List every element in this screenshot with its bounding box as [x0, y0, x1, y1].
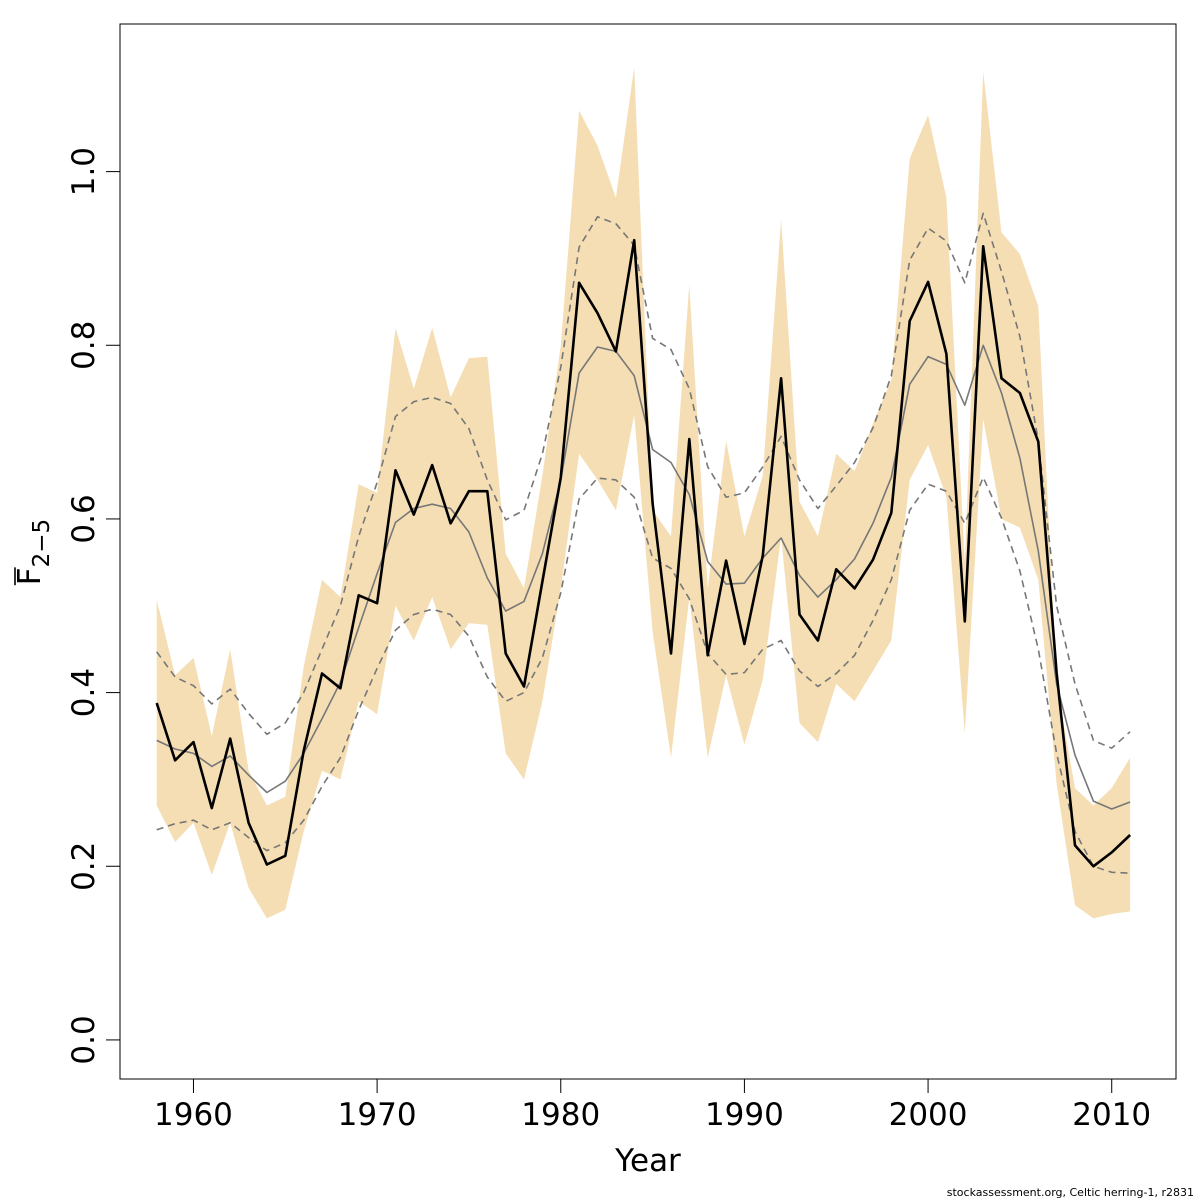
x-tick-label: 1990	[705, 1097, 784, 1133]
y-tick-label: 0.0	[66, 1015, 102, 1064]
y-tick-label: 0.2	[66, 842, 102, 891]
x-tick-label: 1960	[154, 1097, 233, 1133]
x-axis: 1960 1970 1980 1990 2000 2010	[154, 1078, 1151, 1133]
retrospective-line	[156, 344, 1131, 810]
confidence-band-area	[156, 67, 1131, 919]
y-tick-label: 0.8	[66, 321, 102, 370]
x-tick-label: 2010	[1072, 1097, 1151, 1133]
y-axis-title-text: F2−5	[12, 519, 55, 585]
y-axis-title-subscript: 2−5	[29, 519, 55, 568]
y-axis-title-base: F	[12, 567, 48, 585]
x-tick-label: 2000	[889, 1097, 968, 1133]
y-axis-title: F2−5	[12, 519, 55, 586]
x-axis-title: Year	[614, 1143, 681, 1179]
y-tick-label: 1.0	[66, 147, 102, 196]
x-tick-label: 1980	[521, 1097, 600, 1133]
series-lines	[155, 212, 1131, 874]
y-tick-label: 0.4	[66, 668, 102, 717]
y-axis: 0.0 0.2 0.4 0.6 0.8 1.0	[66, 147, 121, 1065]
credit-text: stockassessment.org, Celtic herring-1, r…	[947, 1186, 1194, 1199]
x-tick-label: 1970	[338, 1097, 417, 1133]
dashed-bound-line-2	[156, 476, 1131, 874]
y-tick-label: 0.6	[66, 494, 102, 543]
estimate-line	[155, 238, 1131, 868]
dashed-bound-line-1	[156, 212, 1131, 750]
confidence-band	[156, 67, 1131, 919]
